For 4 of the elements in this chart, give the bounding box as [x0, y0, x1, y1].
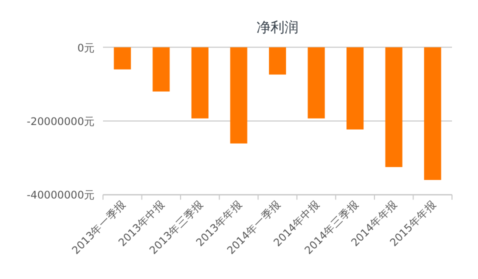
chart-title: 净利润 — [256, 20, 298, 36]
y-tick-label: 0元 — [77, 42, 95, 54]
y-tick-label: -20000000元 — [26, 116, 95, 128]
y-tick-label: -40000000元 — [26, 190, 95, 202]
